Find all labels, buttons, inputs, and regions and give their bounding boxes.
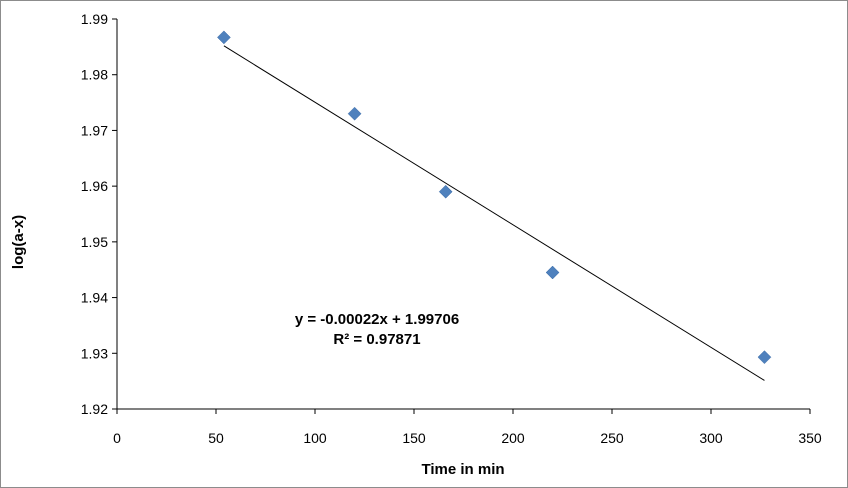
y-tick-label: 1.93 [81, 345, 108, 361]
y-tick-label: 1.92 [81, 401, 108, 417]
x-tick-label: 50 [208, 430, 224, 446]
x-tick-label: 0 [113, 430, 121, 446]
y-tick-label: 1.97 [81, 122, 108, 138]
data-point [438, 184, 453, 199]
y-tick-label: 1.98 [81, 67, 108, 83]
y-axis-title: log(a-x) [10, 215, 27, 269]
r-squared-label: R² = 0.97871 [333, 331, 420, 348]
y-tick-label: 1.99 [81, 11, 108, 27]
x-tick-label: 200 [501, 430, 525, 446]
data-point [757, 350, 772, 365]
y-tick-label: 1.96 [81, 178, 108, 194]
data-point [545, 265, 560, 280]
data-point [347, 106, 362, 121]
data-points [217, 30, 772, 365]
data-point [217, 30, 231, 45]
x-axis-title: Time in min [421, 461, 504, 478]
x-tick-label: 350 [798, 430, 822, 446]
x-tick-label: 150 [402, 430, 426, 446]
x-axis-ticks: 0 50 100 150 200 250 300 350 [113, 409, 822, 446]
x-tick-label: 300 [699, 430, 723, 446]
trendline-equation: y = -0.00022x + 1.99706 [295, 311, 459, 328]
trendline [223, 45, 765, 381]
x-tick-label: 100 [303, 430, 327, 446]
y-tick-label: 1.95 [81, 234, 108, 250]
y-axis-ticks: 1.92 1.93 1.94 1.95 1.96 1.97 1.98 1.99 [81, 11, 117, 417]
y-tick-label: 1.94 [81, 290, 108, 306]
x-tick-label: 250 [600, 430, 624, 446]
